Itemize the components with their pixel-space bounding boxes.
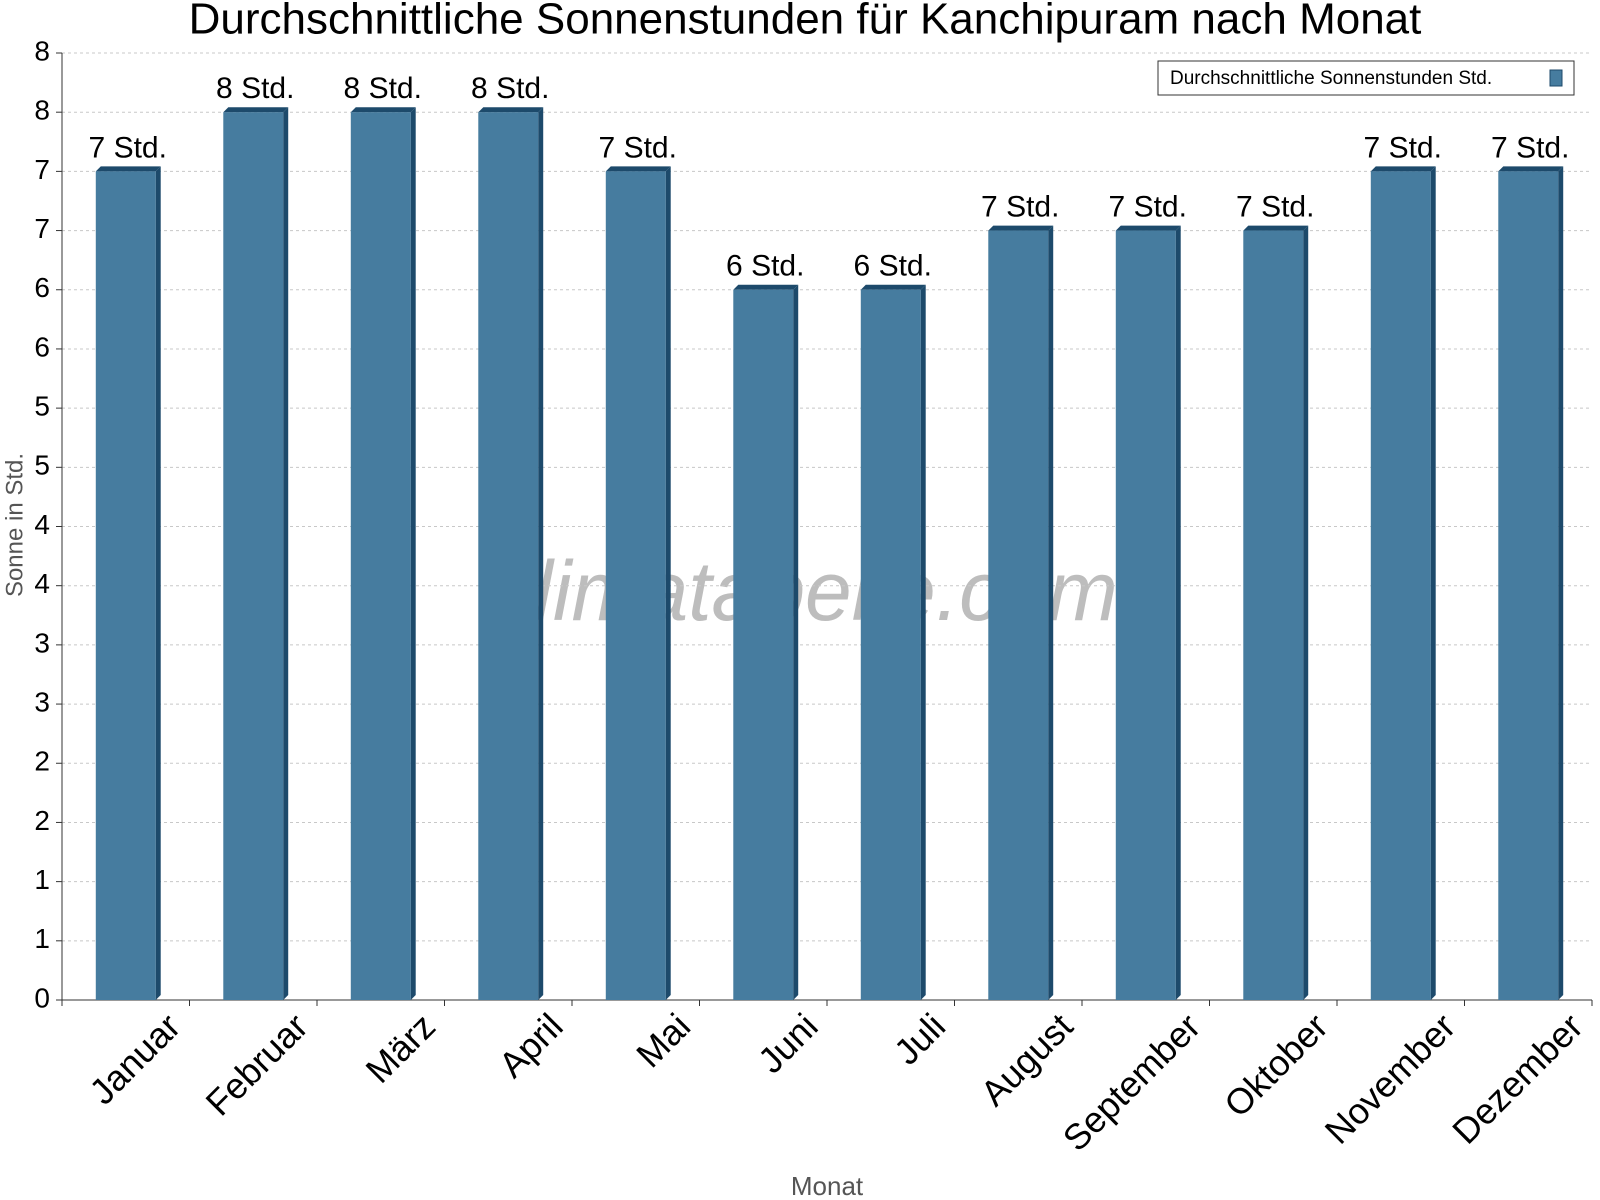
y-tick-label: 7 (34, 213, 50, 244)
bar-side (1558, 166, 1564, 1000)
bar-top (350, 107, 416, 113)
legend-label: Durchschnittliche Sonnenstunden Std. (1170, 68, 1492, 89)
data-label: 8 Std. (344, 72, 422, 105)
bar-top (478, 107, 544, 113)
data-label: 7 Std. (599, 131, 677, 164)
bar-side (538, 107, 544, 1000)
y-tick-label: 1 (34, 864, 50, 895)
bar-side (1048, 225, 1054, 1000)
bar (988, 230, 1049, 1000)
bar (733, 289, 794, 1000)
bar (478, 112, 539, 1000)
y-tick-label: 4 (34, 509, 50, 540)
bar (223, 112, 284, 1000)
bar (95, 171, 156, 1000)
bar-side (1430, 166, 1436, 1000)
bar-top (1115, 225, 1181, 231)
bar-side (665, 166, 671, 1000)
legend-box (1157, 60, 1575, 96)
y-tick-label: 4 (34, 568, 50, 599)
bar-top (1370, 166, 1436, 172)
data-label: 8 Std. (471, 72, 549, 105)
bar-top (1498, 166, 1564, 172)
y-tick-label: 7 (34, 154, 50, 185)
bar (1370, 171, 1431, 1000)
bar (350, 112, 411, 1000)
bar-top (860, 284, 926, 290)
bar-side (155, 166, 161, 1000)
data-label: 7 Std. (1109, 190, 1187, 223)
y-tick-label: 2 (34, 746, 50, 777)
y-tick-label: 3 (34, 686, 50, 717)
bar (1498, 171, 1559, 1000)
chart-title: Durchschnittliche Sonnenstunden für Kanc… (189, 0, 1422, 44)
bar (1243, 230, 1304, 1000)
bar-side (283, 107, 289, 1000)
y-tick-label: 8 (34, 35, 50, 66)
data-label: 7 Std. (89, 131, 167, 164)
bar (605, 171, 666, 1000)
y-tick-label: 8 (34, 95, 50, 126)
bar-top (95, 166, 161, 172)
bar-top (988, 225, 1054, 231)
bar-side (1175, 225, 1181, 1000)
y-tick-label: 6 (34, 331, 50, 362)
y-tick-label: 5 (34, 450, 50, 481)
bar-side (410, 107, 416, 1000)
bar-top (605, 166, 671, 172)
data-label: 7 Std. (981, 190, 1059, 223)
bar-top (223, 107, 289, 113)
y-tick-label: 5 (34, 391, 50, 422)
bar (860, 289, 921, 1000)
legend-swatch (1549, 69, 1563, 87)
y-axis-label: Sonne in Std. (1, 453, 28, 597)
data-label: 7 Std. (1236, 190, 1314, 223)
bar-side (920, 284, 926, 1000)
bar-side (793, 284, 799, 1000)
bar-top (733, 284, 799, 290)
data-label: 6 Std. (726, 250, 804, 283)
y-tick-label: 1 (34, 923, 50, 954)
data-label: 7 Std. (1364, 131, 1442, 164)
y-tick-label: 3 (34, 627, 50, 658)
bar (1115, 230, 1176, 1000)
y-tick-label: 6 (34, 272, 50, 303)
x-axis-label: Monat (791, 1171, 864, 1200)
bar-top (1243, 225, 1309, 231)
data-label: 6 Std. (854, 250, 932, 283)
data-label: 7 Std. (1491, 131, 1569, 164)
legend: Durchschnittliche Sonnenstunden Std. (1157, 60, 1575, 96)
data-label: 8 Std. (216, 72, 294, 105)
y-tick-label: 2 (34, 805, 50, 836)
bar-side (1303, 225, 1309, 1000)
y-tick-label: 0 (34, 982, 50, 1013)
